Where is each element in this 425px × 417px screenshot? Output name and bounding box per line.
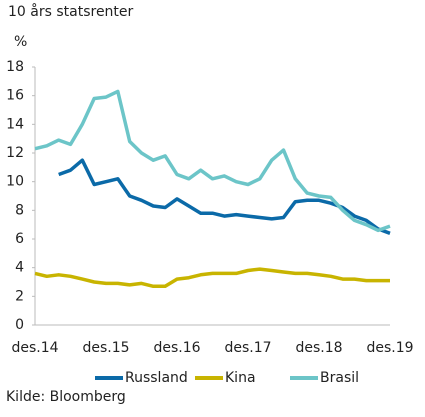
legend-label: Brasil (320, 370, 359, 386)
legend-label: Kina (225, 370, 256, 386)
y-tick-label: 14 (6, 116, 24, 132)
y-tick-label: 18 (6, 59, 24, 75)
y-tick-label: 12 (6, 145, 24, 161)
legend-label: Russland (125, 370, 188, 386)
x-tick-label: des.16 (153, 340, 200, 356)
x-tick-label: des.14 (11, 340, 58, 356)
source: Kilde: Bloomberg (6, 389, 126, 405)
x-tick-label: des.19 (366, 340, 413, 356)
line-series (34, 267, 390, 289)
chart-title: 10 års statsrenter (8, 3, 134, 20)
y-tick-label: 6 (15, 231, 24, 247)
y-tick-label: 10 (6, 174, 24, 190)
y-axis-unit: % (14, 34, 27, 50)
x-tick-label: des.17 (224, 340, 271, 356)
y-tick-label: 8 (15, 202, 24, 218)
x-tick-label: des.18 (295, 340, 342, 356)
x-tick-label: des.15 (82, 340, 129, 356)
y-tick-label: 4 (15, 260, 24, 276)
line-series (58, 158, 391, 235)
y-tick-label: 16 (6, 88, 24, 104)
y-tick-label: 0 (15, 317, 24, 333)
y-tick-label: 2 (15, 288, 24, 304)
line-series (34, 89, 391, 233)
